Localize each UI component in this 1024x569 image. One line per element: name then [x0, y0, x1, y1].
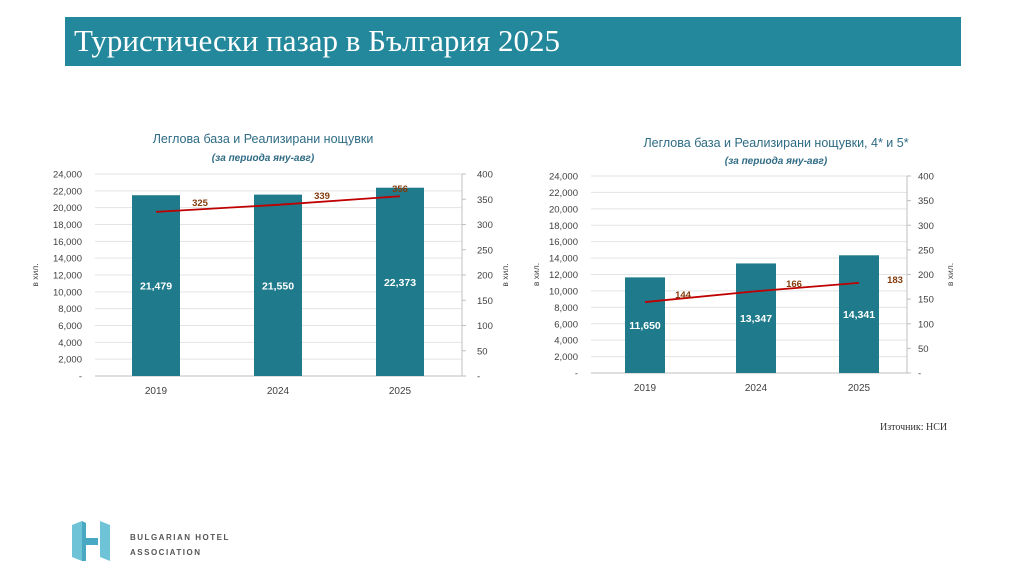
y2-tick-label: 50 — [918, 344, 929, 355]
line-value-label: 166 — [786, 279, 802, 290]
y2-tick-label: 50 — [477, 346, 488, 357]
y-tick-label: 16,000 — [53, 237, 82, 248]
chart-4-5-star: Леглова база и Реализирани нощувки, 4* и… — [531, 136, 955, 394]
y2-tick-label: 200 — [918, 270, 934, 281]
bar — [839, 255, 879, 373]
y2-tick-label: 400 — [918, 172, 934, 183]
bar-value-label: 21,550 — [262, 280, 294, 292]
y2-tick-label: 350 — [477, 195, 493, 206]
chart-title: Леглова база и Реализирани нощувки — [153, 132, 374, 146]
y2-tick-label: 250 — [477, 245, 493, 256]
y-tick-label: 14,000 — [549, 254, 578, 265]
y-tick-label: - — [79, 372, 82, 383]
y-tick-label: 8,000 — [58, 304, 82, 315]
bar-value-label: 11,650 — [629, 320, 661, 332]
chart-subtitle: (за периода яну-авг) — [212, 153, 315, 164]
x-tick-label: 2024 — [745, 383, 768, 394]
y-tick-label: 22,000 — [53, 186, 82, 197]
y2-tick-label: 100 — [918, 319, 934, 330]
line-value-label: 339 — [314, 191, 330, 202]
y-tick-label: 4,000 — [58, 338, 82, 349]
y2-tick-label: 200 — [477, 271, 493, 282]
hotel-association-logo-icon — [72, 521, 110, 561]
y2-tick-label: 400 — [477, 170, 493, 181]
y-tick-label: 18,000 — [53, 220, 82, 231]
bar — [736, 263, 776, 373]
x-tick-label: 2025 — [389, 386, 412, 397]
y-tick-label: 24,000 — [53, 170, 82, 181]
y2-tick-label: 350 — [918, 196, 934, 207]
y-tick-label: 10,000 — [53, 287, 82, 298]
y-axis-title: в хил. — [30, 263, 40, 286]
bar-value-label: 13,347 — [740, 313, 772, 325]
y-tick-label: 18,000 — [549, 221, 578, 232]
chart-title: Леглова база и Реализирани нощувки, 4* и… — [643, 136, 908, 150]
line-value-label: 183 — [887, 275, 903, 286]
chart-subtitle: (за периода яну-авг) — [725, 156, 828, 167]
bar — [376, 187, 424, 376]
y2-tick-label: - — [477, 372, 480, 383]
bar — [254, 194, 302, 376]
y2-tick-label: 150 — [918, 295, 934, 306]
y2-tick-label: - — [918, 369, 921, 380]
y2-axis-title: в хил. — [500, 263, 510, 286]
y2-tick-label: 300 — [918, 221, 934, 232]
x-tick-label: 2025 — [848, 383, 871, 394]
logo-line-1: BULGARIAN HOTEL — [130, 533, 230, 542]
y-tick-label: 20,000 — [549, 204, 578, 215]
y-tick-label: 12,000 — [549, 270, 578, 281]
y2-axis-title: в хил. — [945, 263, 955, 286]
logo-line-2: ASSOCIATION — [130, 548, 202, 557]
y-tick-label: 6,000 — [554, 319, 578, 330]
y2-tick-label: 300 — [477, 220, 493, 231]
source-note: Източник: НСИ — [880, 422, 948, 433]
y-tick-label: 8,000 — [554, 303, 578, 314]
line-value-label: 325 — [192, 198, 209, 209]
bar — [625, 277, 665, 373]
y-tick-label: 10,000 — [549, 286, 578, 297]
y-tick-label: 2,000 — [58, 355, 82, 366]
y-tick-label: 6,000 — [58, 321, 82, 332]
y-axis-title: в хил. — [531, 263, 541, 286]
y-tick-label: 22,000 — [549, 188, 578, 199]
bar-value-label: 14,341 — [843, 309, 875, 321]
y-tick-label: 4,000 — [554, 336, 578, 347]
bar-value-label: 21,479 — [140, 281, 172, 293]
y-tick-label: 20,000 — [53, 203, 82, 214]
y2-tick-label: 100 — [477, 321, 493, 332]
bar — [132, 195, 180, 376]
x-tick-label: 2024 — [267, 386, 290, 397]
page-title: Туристически пазар в България 2025 — [65, 17, 961, 66]
x-tick-label: 2019 — [634, 383, 657, 394]
y-tick-label: 24,000 — [549, 172, 578, 183]
y-tick-label: 14,000 — [53, 254, 82, 265]
bar-value-label: 22,373 — [384, 277, 416, 289]
y-tick-label: 2,000 — [554, 352, 578, 363]
chart-total: Леглова база и Реализирани нощувки (за пе… — [30, 132, 510, 397]
x-tick-label: 2019 — [145, 386, 168, 397]
y2-tick-label: 250 — [918, 245, 934, 256]
logo-text: BULGARIAN HOTEL ASSOCIATION — [130, 530, 230, 560]
y2-tick-label: 150 — [477, 296, 493, 307]
line-value-label: 356 — [392, 184, 408, 195]
y-tick-label: 12,000 — [53, 271, 82, 282]
line-value-label: 144 — [675, 290, 692, 301]
y-tick-label: 16,000 — [549, 237, 578, 248]
y-tick-label: - — [575, 369, 578, 380]
